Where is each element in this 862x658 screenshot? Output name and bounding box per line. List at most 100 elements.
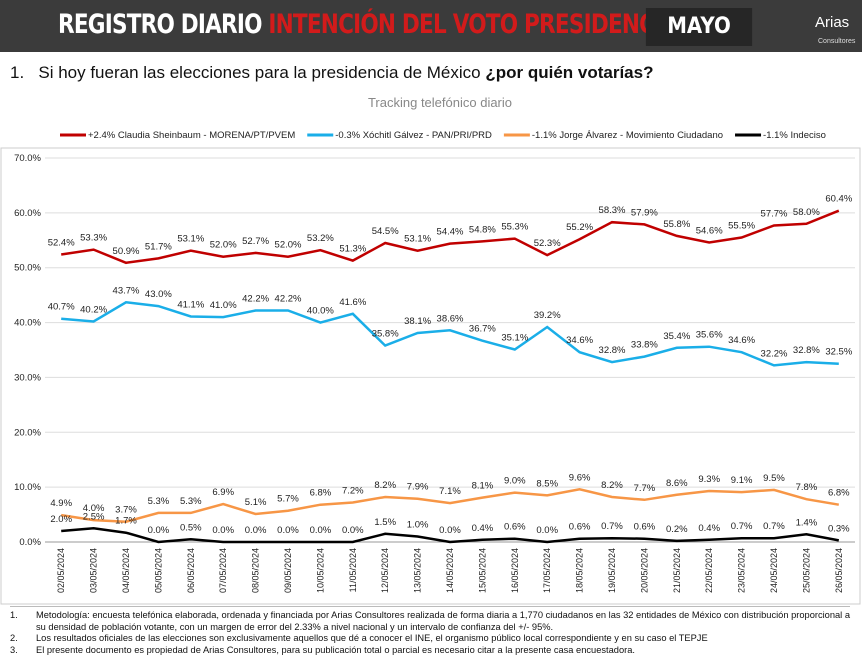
title-part: REGISTRO DIARIO xyxy=(58,9,262,40)
question: 1. Si hoy fueran las elecciones para la … xyxy=(10,63,653,83)
data-label: 57.9% xyxy=(631,207,658,218)
data-label: 53.1% xyxy=(404,234,431,245)
data-label: 43.0% xyxy=(145,289,172,300)
data-label: 5.3% xyxy=(148,496,170,507)
data-label: 8.6% xyxy=(666,478,688,489)
question-text: Si hoy fueran las elecciones para la pre… xyxy=(38,63,481,82)
y-tick-label: 50.0% xyxy=(14,263,41,274)
legend-label: -1.1% Jorge Álvarez - Movimiento Ciudada… xyxy=(532,130,723,141)
legend-label: -1.1% Indeciso xyxy=(763,130,826,141)
data-label: 53.1% xyxy=(177,234,204,245)
data-label: 0.0% xyxy=(148,525,170,536)
data-label: 3.7% xyxy=(115,505,137,516)
data-label: 0.7% xyxy=(731,521,753,532)
x-tick-label: 14/05/2024 xyxy=(445,548,455,593)
x-tick-label: 13/05/2024 xyxy=(413,548,423,593)
note-number: 1. xyxy=(10,610,18,620)
data-label: 0.0% xyxy=(310,525,332,536)
data-label: 8.5% xyxy=(536,478,558,489)
series-line xyxy=(61,209,840,265)
data-label: 39.2% xyxy=(534,310,561,321)
data-label: 0.0% xyxy=(245,525,267,536)
notes: 1. Metodología: encuesta telefónica elabo… xyxy=(10,606,850,656)
data-label: 35.6% xyxy=(696,330,723,341)
data-label: 52.3% xyxy=(534,238,561,249)
data-label: 5.7% xyxy=(277,494,299,505)
title-part: INTENCIÓN DEL VOTO PRESIDENCIAL xyxy=(268,9,691,40)
data-label: 7.7% xyxy=(634,483,656,494)
data-label: 53.3% xyxy=(80,233,107,244)
data-label: 1.5% xyxy=(374,517,396,528)
data-label: 32.5% xyxy=(825,347,852,358)
data-label: 1.7% xyxy=(115,516,137,527)
data-label: 55.3% xyxy=(501,222,528,233)
data-label: 0.6% xyxy=(569,522,591,533)
logo: Arias xyxy=(815,14,850,31)
data-label: 9.5% xyxy=(763,473,785,484)
header: REGISTRO DIARIO INTENCIÓN DEL VOTO PRESI… xyxy=(0,0,862,77)
data-label: 41.6% xyxy=(339,297,366,308)
month-badge: MAYO 2024 xyxy=(645,8,753,77)
data-label: 2.5% xyxy=(83,511,105,522)
data-label: 40.0% xyxy=(307,306,334,317)
data-label: 1.4% xyxy=(796,517,818,528)
data-label: 0.0% xyxy=(342,525,364,536)
x-tick-label: 26/05/2024 xyxy=(834,548,844,593)
data-label: 35.8% xyxy=(372,329,399,340)
question-emphasis: ¿por quién votarías? xyxy=(485,63,654,82)
data-label: 43.7% xyxy=(113,285,140,296)
x-tick-label: 03/05/2024 xyxy=(89,548,99,593)
x-tick-label: 17/05/2024 xyxy=(542,548,552,593)
data-label: 38.6% xyxy=(437,313,464,324)
data-label: 42.2% xyxy=(275,294,302,305)
data-label: 0.5% xyxy=(180,522,202,533)
data-label: 0.2% xyxy=(666,524,688,535)
data-label: 52.4% xyxy=(48,238,75,249)
data-label: 53.2% xyxy=(307,233,334,244)
data-label: 51.7% xyxy=(145,241,172,252)
data-label: 8.2% xyxy=(601,480,623,491)
series-line xyxy=(61,527,840,544)
data-label: 6.8% xyxy=(828,488,850,499)
data-label: 40.2% xyxy=(80,304,107,315)
data-label: 36.7% xyxy=(469,324,496,335)
note: 2. Los resultados oficiales de las elecci… xyxy=(10,633,850,645)
data-label: 4.9% xyxy=(50,498,72,509)
data-label: 8.1% xyxy=(472,481,494,492)
data-label: 5.1% xyxy=(245,497,267,508)
y-tick-label: 40.0% xyxy=(14,318,41,329)
data-label: 40.7% xyxy=(48,302,75,313)
data-label: 51.3% xyxy=(339,244,366,255)
x-tick-label: 07/05/2024 xyxy=(218,548,228,593)
x-tick-label: 24/05/2024 xyxy=(769,548,779,593)
x-tick-label: 18/05/2024 xyxy=(575,548,585,593)
data-label: 54.4% xyxy=(437,227,464,238)
note-number: 3. xyxy=(10,644,18,655)
header-title: REGISTRO DIARIO INTENCIÓN DEL VOTO PRESI… xyxy=(58,9,691,40)
x-tick-label: 21/05/2024 xyxy=(672,548,682,593)
y-tick-label: 20.0% xyxy=(14,427,41,438)
x-tick-label: 16/05/2024 xyxy=(510,548,520,593)
data-label: 6.9% xyxy=(212,487,234,498)
x-tick-label: 11/05/2024 xyxy=(348,548,358,592)
data-label: 52.7% xyxy=(242,236,269,247)
data-label: 33.8% xyxy=(631,340,658,351)
note-number: 2. xyxy=(10,633,18,643)
x-tick-label: 23/05/2024 xyxy=(737,548,747,593)
data-label: 41.1% xyxy=(177,300,204,311)
data-label: 0.0% xyxy=(439,525,461,536)
logo-sub: Consultores xyxy=(818,38,856,45)
data-label: 32.8% xyxy=(599,345,626,356)
note-text: Los resultados oficiales de las eleccion… xyxy=(36,633,708,643)
data-label: 1.0% xyxy=(407,520,429,531)
x-tick-label: 19/05/2024 xyxy=(607,548,617,593)
chart-title: Tracking telefónico diario xyxy=(368,95,512,110)
x-tick-label: 02/05/2024 xyxy=(56,548,66,593)
data-label: 9.0% xyxy=(504,476,526,487)
data-label: 0.4% xyxy=(698,523,720,534)
data-label: 32.8% xyxy=(793,345,820,356)
data-label: 0.3% xyxy=(828,523,850,534)
data-label: 6.8% xyxy=(310,488,332,499)
y-tick-label: 70.0% xyxy=(14,153,41,164)
